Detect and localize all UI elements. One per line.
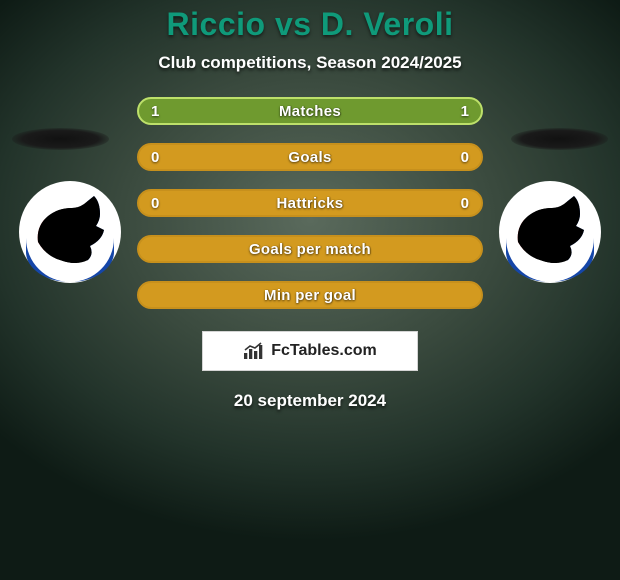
- stat-value-left: 1: [151, 103, 159, 120]
- stat-value-right: 0: [461, 195, 469, 212]
- club-logo-right: u.c. sampdoria: [498, 180, 602, 284]
- player-shadow-left: [12, 128, 109, 150]
- stats-rows: Matches 1 1 Goals 0 0 Hattricks 0 0 Goals per mat…: [137, 97, 483, 309]
- stat-value-left: 0: [151, 149, 159, 166]
- stat-pill: Hattricks 0 0: [137, 189, 483, 217]
- bar-chart-icon: [243, 342, 265, 360]
- stat-value-left: 0: [151, 195, 159, 212]
- stat-label: Matches: [279, 103, 341, 120]
- attribution-text: FcTables.com: [271, 342, 377, 360]
- date-label: 20 september 2024: [234, 391, 386, 411]
- stat-label: Hattricks: [277, 195, 344, 212]
- page-title: Riccio vs D. Veroli: [167, 6, 454, 43]
- attribution-badge: FcTables.com: [202, 331, 418, 371]
- stat-label: Goals: [288, 149, 331, 166]
- stat-pill: Goals 0 0: [137, 143, 483, 171]
- club-logo-left: u.c. sampdoria: [18, 180, 122, 284]
- stat-pill: Min per goal: [137, 281, 483, 309]
- stat-pill: Goals per match: [137, 235, 483, 263]
- stat-label: Goals per match: [249, 241, 371, 258]
- player-shadow-right: [511, 128, 608, 150]
- stat-pill: Matches 1 1: [137, 97, 483, 125]
- stat-value-right: 0: [461, 149, 469, 166]
- stat-value-right: 1: [461, 103, 469, 120]
- subtitle: Club competitions, Season 2024/2025: [158, 53, 461, 73]
- stat-label: Min per goal: [264, 287, 356, 304]
